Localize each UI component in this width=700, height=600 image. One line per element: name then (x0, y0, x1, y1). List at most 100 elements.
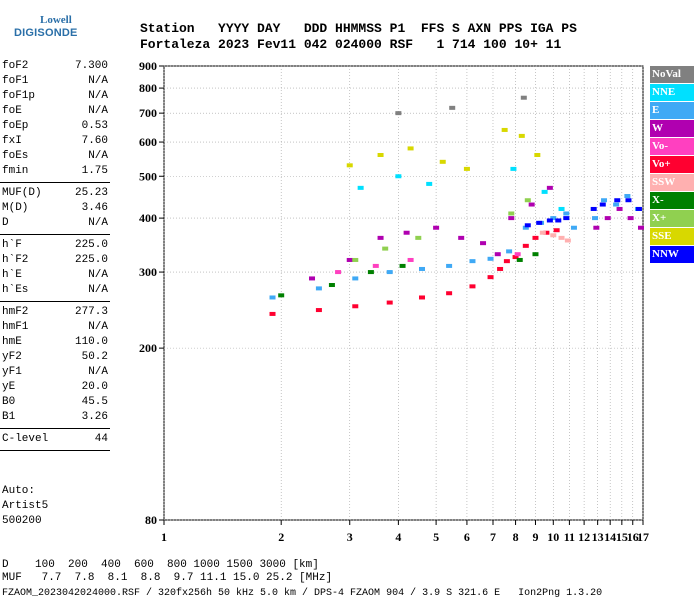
x-tick-label: 11 (564, 530, 575, 544)
param-value: N/A (88, 217, 108, 229)
point-w (616, 206, 623, 211)
legend: NoVal NNE E W Vo- Vo+ SSW X- X+ SSE NNW (650, 66, 694, 264)
param-value: N/A (88, 284, 108, 296)
param-value: 44 (94, 433, 108, 445)
point-noval (520, 95, 527, 100)
legend-item-ssw: SSW (650, 174, 694, 191)
point-e (386, 270, 393, 275)
point-w (627, 216, 634, 221)
point-x- (399, 263, 406, 268)
param-row: foEs N/A (2, 149, 108, 164)
point-w (309, 276, 316, 281)
legend-item-vo-: Vo+ (650, 156, 694, 173)
point-ssw (550, 233, 557, 238)
x-tick-label: 14 (604, 530, 616, 544)
logo-product: DIGISONDE (14, 27, 78, 39)
param-label: B1 (2, 411, 16, 423)
param-separator (0, 301, 110, 302)
point-vo- (503, 259, 510, 264)
point-nnw (563, 216, 570, 221)
point-e (269, 295, 276, 300)
x-tick-label: 8 (513, 530, 519, 544)
param-row: h`Es N/A (2, 283, 108, 298)
x-tick-label: 6 (464, 530, 470, 544)
point-vo- (419, 295, 426, 300)
point-nnw (546, 218, 553, 223)
point-vo- (553, 228, 560, 233)
x-tick-label: 17 (637, 530, 649, 544)
point-e (469, 259, 476, 264)
param-value: N/A (88, 150, 108, 162)
param-value: N/A (88, 105, 108, 117)
param-label: hmF1 (2, 321, 29, 333)
param-value: N/A (88, 366, 108, 378)
point-vo- (543, 230, 550, 235)
param-label: D (2, 217, 9, 229)
param-row: yE 20.0 (2, 380, 108, 395)
param-label: foEp (2, 120, 29, 132)
point-vo- (487, 275, 494, 280)
param-row: hmF1 N/A (2, 320, 108, 335)
param-label: foF1 (2, 75, 29, 87)
param-value: 3.46 (81, 202, 108, 214)
header-values: Fortaleza 2023 Fev11 042 024000 RSF 1 71… (140, 37, 562, 52)
point-vo- (532, 235, 539, 240)
y-tick-label: 900 (139, 59, 157, 73)
point-nne (395, 174, 402, 179)
point-w (480, 241, 487, 246)
point-w (546, 185, 553, 190)
x-tick-label: 13 (592, 530, 604, 544)
point-x- (352, 257, 359, 262)
y-tick-label: 600 (139, 135, 157, 149)
param-row: hmF2 277.3 (2, 305, 108, 320)
point-sse (407, 146, 414, 151)
point-noval (449, 105, 456, 110)
point-sse (439, 159, 446, 164)
point-x- (415, 235, 422, 240)
point-nne (426, 181, 433, 186)
point-nnw (524, 223, 531, 228)
x-tick-label: 10 (547, 530, 559, 544)
param-row: B1 3.26 (2, 410, 108, 425)
point-w (346, 257, 353, 262)
param-row: foE N/A (2, 104, 108, 119)
param-label: M(D) (2, 202, 29, 214)
y-tick-label: 700 (139, 106, 157, 120)
point-sse (534, 152, 541, 157)
point-nnw (536, 220, 543, 225)
param-value: N/A (88, 90, 108, 102)
point-e (487, 256, 494, 261)
param-row: foF1p N/A (2, 89, 108, 104)
x-tick-label: 12 (578, 530, 590, 544)
param-value: 25.23 (74, 187, 108, 199)
legend-item-vo-: Vo- (650, 138, 694, 155)
param-row: fxI 7.60 (2, 134, 108, 149)
param-label: fxI (2, 135, 22, 147)
point-e (446, 263, 453, 268)
auto-label: Auto: (2, 485, 36, 497)
point-e (315, 286, 322, 291)
y-tick-label: 200 (139, 341, 157, 355)
point-nnw (599, 202, 606, 207)
x-tick-label: 7 (490, 530, 496, 544)
point-ssw (564, 238, 571, 243)
x-tick-label: 4 (395, 530, 401, 544)
footer-file-info: FZAOM_2023042024000.RSF / 320fx256h 50 k… (2, 588, 603, 599)
point-w (403, 230, 410, 235)
point-w (593, 225, 600, 230)
x-tick-label: 15 (616, 530, 628, 544)
param-value: 1.75 (81, 165, 108, 177)
param-label: foE (2, 105, 22, 117)
y-tick-label: 80 (145, 513, 157, 527)
auto-software: Artist5 (2, 500, 49, 512)
param-row: h`F2 225.0 (2, 253, 108, 268)
point-w (604, 216, 611, 221)
point-w (433, 225, 440, 230)
point-nnw (590, 206, 597, 211)
point-vo- (497, 266, 504, 271)
param-label: h`Es (2, 284, 29, 296)
param-row: M(D) 3.46 (2, 201, 108, 216)
param-value: 7.60 (81, 135, 108, 147)
param-row: fmin 1.75 (2, 164, 108, 179)
